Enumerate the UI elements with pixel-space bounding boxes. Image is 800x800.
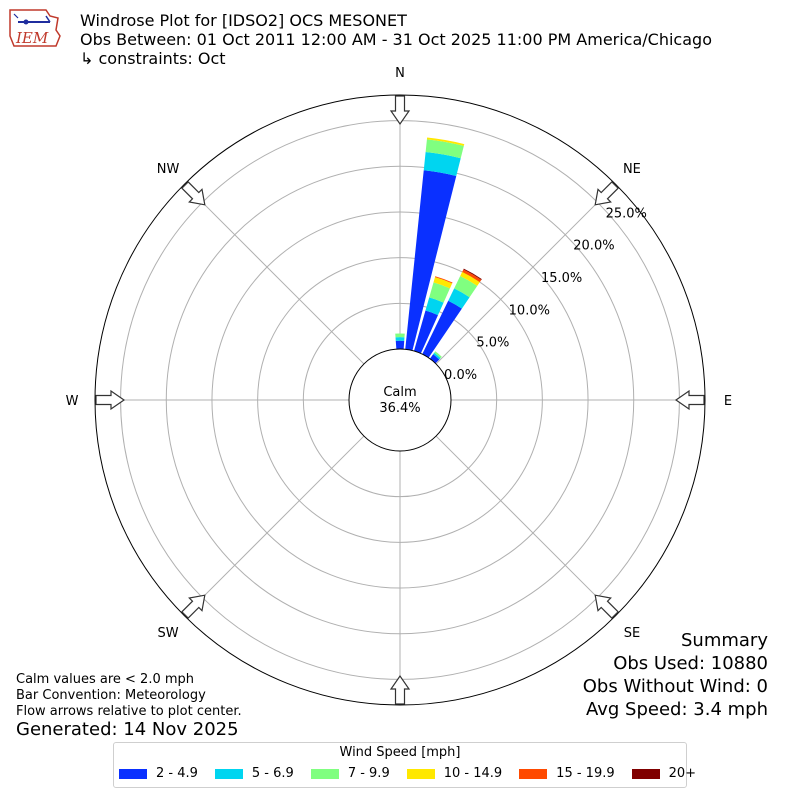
radial-tick-label: 5.0% — [476, 336, 509, 351]
legend-swatch — [214, 768, 243, 779]
legend-swatch — [119, 768, 147, 779]
flow-arrow-icon — [674, 389, 705, 411]
direction-label-sw: SW — [158, 626, 179, 641]
summary-avg-speed: Avg Speed: 3.4 mph — [586, 699, 768, 720]
title-line-3: ↳ constraints: Oct — [80, 49, 226, 68]
bar-segment-30-3 — [460, 271, 480, 286]
radial-tick-label: 15.0% — [541, 271, 582, 286]
generated-date: Generated: 14 Nov 2025 — [16, 719, 239, 740]
legend-title: Wind Speed [mph] — [339, 745, 461, 760]
legend-swatch — [310, 768, 339, 779]
radial-tick-label: 0.0% — [444, 368, 477, 383]
grid-spoke — [435, 183, 617, 365]
logo-text: IEM — [15, 29, 49, 47]
legend-swatch — [631, 768, 660, 779]
calm-circle — [348, 348, 452, 452]
legend-label: 15 - 19.9 — [556, 766, 615, 781]
legend-item: 5 - 6.9 — [214, 766, 294, 781]
grid-spoke — [183, 435, 365, 617]
legend-label: 2 - 4.9 — [156, 766, 198, 781]
direction-label-se: SE — [624, 626, 640, 641]
grid-spoke — [435, 435, 617, 617]
bar-segment-10-2 — [425, 139, 464, 159]
legend-item: 7 - 9.9 — [310, 766, 390, 781]
title-line-1: Windrose Plot for [IDSO2] OCS MESONET — [80, 11, 407, 30]
chart-title: Windrose Plot for [IDSO2] OCS MESONET Ob… — [80, 11, 712, 68]
flow-arrow-icon — [95, 389, 126, 411]
bar-segment-40-1 — [433, 352, 441, 360]
bar-segment-40-2 — [434, 351, 442, 359]
bar-segment-20-2 — [429, 282, 450, 303]
summary-obs-used: Obs Used: 10880 — [613, 653, 768, 674]
windrose-plot: NNEESESSWWNW0.0%5.0%10.0%15.0%20.0%25.0%… — [66, 66, 733, 706]
bar-segment-40-0 — [429, 354, 440, 364]
legend-item: 2 - 4.9 — [119, 766, 198, 781]
calm-note: Calm values are < 2.0 mph — [16, 672, 195, 687]
direction-label-nw: NW — [157, 162, 180, 177]
legend-label: 5 - 6.9 — [251, 766, 294, 781]
flow-arrow-icon — [389, 674, 411, 705]
summary-title: Summary — [681, 630, 768, 651]
outer-ring — [94, 94, 706, 706]
direction-label-w: W — [66, 394, 79, 409]
windrose-bars — [395, 137, 482, 364]
radial-tick-label: 20.0% — [573, 239, 614, 254]
bar-segment-10-1 — [423, 152, 461, 176]
bar-segment-10-0 — [405, 170, 457, 351]
grid-spoke — [183, 183, 365, 365]
legend: Wind Speed [mph] 2 - 4.9 5 - 6.9 7 - 9.9 10… — [113, 742, 696, 788]
title-line-2: Obs Between: 01 Oct 2011 12:00 AM - 31 O… — [80, 30, 712, 49]
legend-label: 20+ — [668, 766, 697, 781]
legend-label: 10 - 14.9 — [443, 766, 503, 781]
summary-box: Summary Obs Used: 10880 Obs Without Wind… — [583, 629, 768, 721]
iem-logo: IEM — [9, 9, 61, 47]
legend-swatch — [519, 768, 548, 779]
flow-arrow-icon — [389, 95, 411, 126]
calm-label: Calm — [383, 385, 416, 400]
legend-item: 20+ — [631, 766, 697, 781]
bar-segment-30-4 — [462, 269, 482, 283]
radial-tick-label: 25.0% — [606, 206, 647, 221]
flow-arrow-icon — [181, 181, 206, 206]
flow-arrow-icon — [181, 594, 206, 619]
legend-items: 2 - 4.9 5 - 6.9 7 - 9.9 10 - 14.9 15 - 19.9 2… — [119, 766, 713, 781]
legend-item: 15 - 19.9 — [519, 766, 615, 781]
legend-label: 7 - 9.9 — [347, 766, 390, 781]
plot-notes: Calm values are < 2.0 mph Bar Convention… — [16, 672, 242, 720]
bar-segment-0-0 — [395, 340, 405, 350]
legend-item: 10 - 14.9 — [406, 766, 503, 781]
bar-segment-30-5 — [463, 268, 482, 280]
summary-obs-without-wind: Obs Without Wind: 0 — [582, 676, 768, 697]
bar-segment-20-1 — [425, 297, 444, 316]
direction-label-e: E — [724, 394, 732, 409]
flow-arrows-note: Flow arrows relative to plot center. — [16, 704, 242, 719]
calm-value: 36.4% — [379, 401, 420, 416]
bar-segment-20-4 — [434, 276, 453, 284]
bar-segment-30-0 — [422, 300, 462, 358]
bar-convention-note: Bar Convention: Meteorology — [16, 688, 206, 703]
flow-arrow-icon — [594, 594, 619, 619]
radial-tick-label: 10.0% — [509, 303, 550, 318]
bar-segment-30-2 — [454, 276, 478, 298]
bar-segment-0-2 — [395, 333, 405, 338]
bar-segment-0-1 — [395, 337, 405, 341]
legend-swatch — [406, 768, 435, 779]
flow-arrows — [95, 95, 705, 705]
bar-segment-20-0 — [413, 310, 438, 354]
bar-segment-30-1 — [448, 288, 470, 309]
direction-label-n: N — [395, 66, 405, 81]
bar-segment-10-3 — [426, 137, 465, 146]
flow-arrow-icon — [594, 181, 619, 206]
direction-label-ne: NE — [623, 162, 641, 177]
axis-labels: NNEESESSWWNW0.0%5.0%10.0%15.0%20.0%25.0% — [66, 66, 733, 641]
bar-segment-20-3 — [433, 277, 453, 289]
